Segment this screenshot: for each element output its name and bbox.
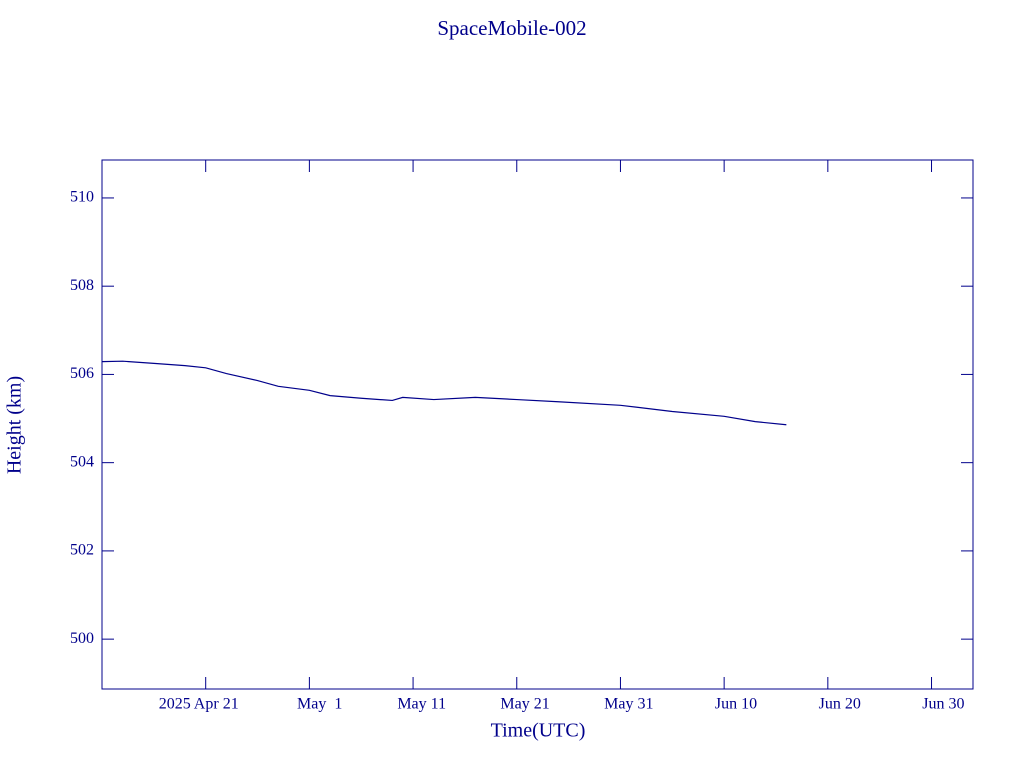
x-tick-label: Jun 30 (922, 696, 964, 713)
x-tick-label: May 31 (604, 696, 653, 713)
chart-title: SpaceMobile-002 (437, 16, 586, 40)
y-tick-label: 502 (70, 542, 94, 559)
x-tick-label: Jun 20 (819, 696, 861, 713)
x-tick-label: Jun 10 (715, 696, 757, 713)
y-tick-label: 508 (70, 277, 94, 294)
x-axis-label: Time(UTC) (491, 720, 586, 742)
x-tick-label: May 11 (397, 696, 446, 713)
data-line (101, 360, 787, 426)
plot-frame (101, 159, 974, 690)
y-tick-label: 504 (70, 453, 94, 470)
x-tick-label: May 1 (297, 696, 342, 713)
x-tick-label: 2025 Apr 21 (159, 696, 239, 713)
x-tick-label: May 21 (500, 696, 549, 713)
y-tick-label: 500 (70, 630, 94, 647)
y-tick-label: 506 (70, 365, 94, 382)
y-tick-label: 510 (70, 189, 94, 206)
y-axis-label: Height (km) (4, 376, 26, 474)
